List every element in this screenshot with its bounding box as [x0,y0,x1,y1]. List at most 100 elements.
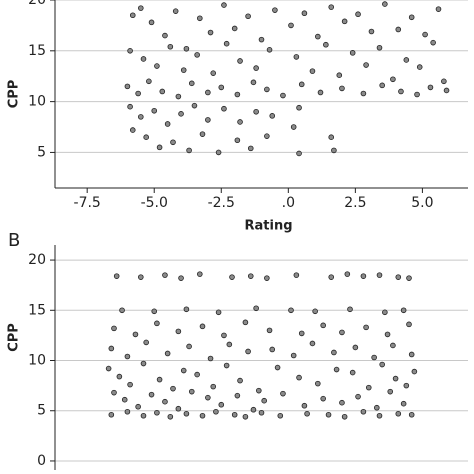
point [398,88,404,95]
point [140,56,147,62]
point [296,374,302,381]
point [250,79,257,86]
point [371,354,377,361]
point [266,46,273,53]
point [218,401,225,408]
point [408,14,415,21]
point [188,388,195,395]
y-axis-label: CPP [7,323,22,352]
point [441,78,447,85]
point [347,306,353,313]
point [207,355,214,362]
point [188,80,195,87]
x-tick-label: .0 [282,195,295,211]
point [290,124,297,130]
point [384,331,391,338]
point [344,271,351,277]
point [264,133,270,139]
x-tick-label: 5.0 [411,195,433,211]
point [325,411,332,418]
y-tick-label: 10 [28,94,46,110]
point [392,375,399,382]
point [148,19,155,26]
point [360,90,367,97]
point [408,351,415,358]
point [430,39,436,46]
point [258,36,265,43]
point [194,371,200,378]
point [205,89,211,96]
point [124,353,131,360]
point [298,81,305,88]
point [199,323,206,330]
point [191,102,198,109]
point [312,308,318,315]
point [360,408,367,415]
point [237,119,243,125]
point [151,308,158,315]
point [111,325,117,332]
point [146,78,152,85]
point [178,275,184,281]
point [390,342,396,349]
point [368,28,375,35]
point [178,111,184,117]
point [408,411,415,418]
point [406,275,412,281]
point [365,384,372,391]
point [138,274,144,280]
point [250,406,257,413]
point [234,91,241,98]
point [221,332,227,339]
point [242,319,249,326]
point [124,408,131,415]
point [167,413,174,420]
point [406,321,412,328]
point [331,147,337,154]
x-tick-label: -2.5 [208,195,235,211]
point [376,412,383,419]
point [298,330,305,337]
point [210,70,217,76]
point [183,45,190,52]
x-axis-label: Rating [244,219,292,234]
point [288,307,294,314]
point [218,84,225,91]
point [360,273,367,279]
point [197,15,203,22]
point [127,103,133,110]
point [154,63,160,69]
point [156,144,163,151]
point [170,385,176,392]
point [288,22,294,29]
point [355,11,361,18]
panel-label: B [8,230,20,251]
point [339,329,345,336]
point [223,40,230,47]
point [105,365,112,372]
point [376,272,383,278]
point [231,25,238,32]
y-tick-label: 0 [37,453,46,469]
point [400,400,407,407]
point [129,12,136,19]
point [320,322,326,329]
point [422,31,428,38]
point [320,395,326,402]
y-tick-label: 5 [37,144,46,160]
point [119,307,125,314]
point [242,413,249,420]
point [274,364,281,371]
point [247,145,254,152]
point [148,391,155,398]
point [127,48,133,54]
point [223,362,230,369]
point [304,410,310,417]
y-tick-label: 10 [28,353,46,369]
point [226,341,233,348]
point [245,13,251,20]
point [363,62,369,68]
point [443,87,450,94]
point [277,412,284,419]
